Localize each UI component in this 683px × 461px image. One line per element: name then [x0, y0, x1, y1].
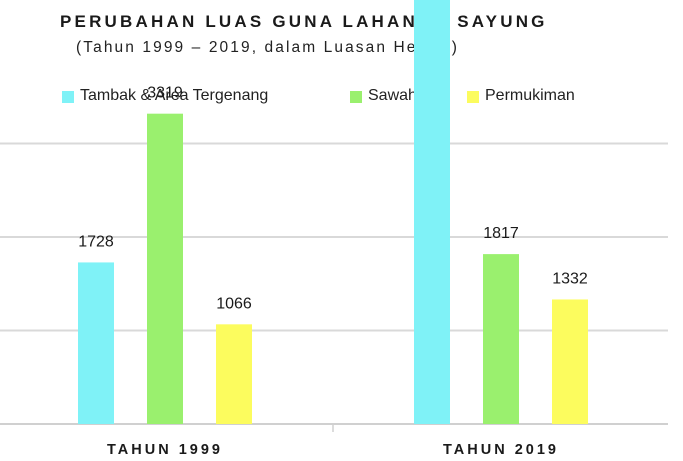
legend-swatch-sawah	[350, 91, 362, 103]
legend-swatch-permukiman	[467, 91, 479, 103]
data-label: 1817	[483, 225, 519, 242]
data-label: 1066	[216, 295, 252, 312]
legend-label-permukiman: Permukiman	[485, 87, 575, 104]
legend-label-sawah: Sawah	[368, 87, 417, 104]
chart-subtitle: (Tahun 1999 – 2019, dalam Luasan Hektar)	[76, 39, 460, 56]
bar	[147, 113, 183, 425]
x-tick-label: TAHUN 2019	[443, 442, 559, 458]
bar	[552, 299, 588, 424]
bar	[483, 254, 519, 424]
legend-label-tambak: Tambak & Area Tergenang	[80, 87, 269, 104]
legend-swatch-tambak	[62, 91, 74, 103]
data-label: 1728	[78, 233, 114, 250]
bar	[216, 324, 252, 424]
bar	[414, 0, 450, 424]
data-label: 3319	[147, 85, 183, 102]
bar	[78, 262, 114, 424]
data-label: 1332	[552, 270, 588, 287]
x-tick-label: TAHUN 1999	[107, 442, 223, 458]
legend: Tambak & Area Tergenang Sawah Permukiman	[62, 87, 662, 109]
